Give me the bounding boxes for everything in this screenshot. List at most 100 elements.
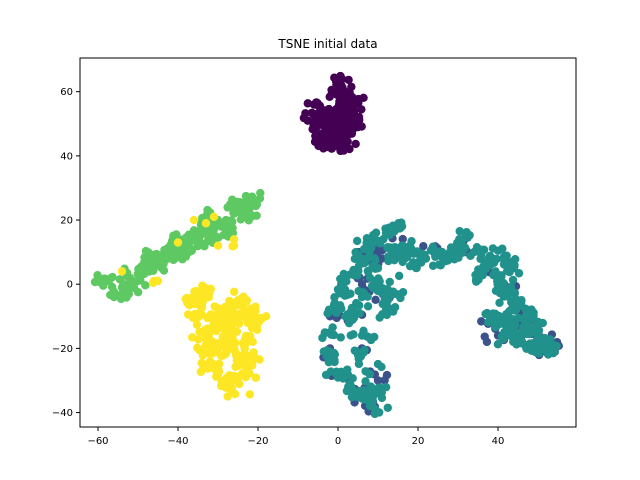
scatter-point bbox=[201, 228, 210, 237]
scatter-point bbox=[385, 277, 394, 287]
scatter-point bbox=[495, 298, 504, 308]
scatter-point bbox=[377, 393, 387, 403]
scatter-point bbox=[240, 339, 249, 348]
scatter-point bbox=[324, 104, 334, 114]
scatter-point bbox=[129, 280, 138, 289]
scatter-point bbox=[237, 310, 246, 319]
scatter-point bbox=[453, 245, 462, 255]
scatter-point bbox=[351, 347, 361, 356]
scatter-point bbox=[240, 349, 249, 358]
scatter-point bbox=[216, 381, 226, 391]
scatter-point bbox=[493, 280, 502, 289]
scatter-point bbox=[507, 298, 516, 307]
chart-title: TSNE initial data bbox=[277, 37, 377, 51]
scatter-point bbox=[394, 271, 404, 281]
scatter-point bbox=[351, 270, 360, 279]
scatter-point bbox=[508, 275, 518, 285]
scatter-point bbox=[93, 271, 102, 280]
scatter-point bbox=[354, 112, 364, 122]
scatter-point bbox=[330, 115, 339, 124]
scatter-point bbox=[250, 323, 260, 333]
scatter-point bbox=[407, 237, 416, 246]
scatter-point bbox=[193, 241, 202, 251]
scatter-point bbox=[347, 303, 357, 313]
scatter-point bbox=[183, 310, 193, 319]
scatter-point bbox=[223, 392, 232, 401]
scatter-point bbox=[540, 333, 549, 343]
scatter-point bbox=[548, 349, 558, 358]
scatter-point bbox=[321, 370, 331, 380]
scatter-point bbox=[396, 223, 405, 233]
scatter-point bbox=[509, 322, 519, 331]
scatter-point bbox=[204, 336, 213, 346]
scatter-point bbox=[510, 261, 519, 270]
scatter-point bbox=[330, 293, 339, 302]
scatter-point bbox=[230, 314, 239, 324]
scatter-point bbox=[185, 301, 194, 310]
scatter-point bbox=[234, 360, 243, 369]
scatter-point bbox=[354, 359, 364, 369]
y-tick-label-0: −40 bbox=[52, 408, 73, 419]
scatter-point bbox=[104, 276, 114, 286]
scatter-point bbox=[245, 390, 255, 399]
scatter-point bbox=[395, 243, 405, 253]
scatter-point bbox=[210, 317, 219, 326]
y-tick-label-4: 40 bbox=[60, 151, 73, 162]
scatter-point bbox=[359, 326, 368, 336]
scatter-point bbox=[256, 314, 266, 323]
scatter-point bbox=[516, 333, 525, 342]
scatter-point bbox=[141, 281, 150, 290]
scatter-point bbox=[336, 103, 345, 112]
y-axis: −40 −20 0 20 40 60 bbox=[52, 87, 80, 419]
scatter-point bbox=[148, 255, 158, 265]
scatter-point bbox=[225, 200, 235, 209]
scatter-point bbox=[148, 278, 158, 288]
scatter-point bbox=[455, 227, 464, 236]
x-tick-label-5: 40 bbox=[492, 436, 505, 447]
scatter-point bbox=[328, 323, 337, 332]
scatter-point bbox=[185, 243, 194, 252]
scatter-point bbox=[529, 312, 538, 321]
scatter-point bbox=[452, 238, 462, 248]
scatter-point bbox=[342, 113, 351, 122]
scatter-point bbox=[336, 274, 345, 284]
scatter-point bbox=[498, 244, 507, 253]
scatter-point bbox=[536, 346, 545, 356]
scatter-point bbox=[509, 337, 518, 346]
scatter-point bbox=[522, 329, 531, 339]
y-tick-label-1: −20 bbox=[52, 344, 73, 355]
scatter-point bbox=[363, 302, 373, 311]
scatter-point bbox=[246, 306, 255, 316]
scatter-point bbox=[417, 258, 426, 267]
scatter-point bbox=[405, 261, 415, 271]
scatter-point bbox=[229, 235, 239, 244]
scatter-point bbox=[482, 337, 492, 347]
scatter-point bbox=[361, 377, 370, 386]
scatter-point bbox=[370, 254, 379, 263]
scatter-point bbox=[514, 269, 524, 278]
scatter-point bbox=[189, 226, 199, 235]
scatter-point bbox=[230, 389, 240, 399]
scatter-point bbox=[344, 75, 353, 85]
scatter-point bbox=[357, 122, 366, 131]
scatter-points bbox=[90, 71, 563, 419]
scatter-point bbox=[334, 138, 343, 147]
scatter-point bbox=[225, 383, 235, 392]
scatter-point bbox=[373, 236, 383, 246]
scatter-point bbox=[533, 317, 543, 327]
scatter-point bbox=[368, 397, 377, 406]
scatter-point bbox=[352, 236, 362, 246]
scatter-point bbox=[419, 241, 428, 251]
scatter-point bbox=[505, 267, 514, 277]
scatter-point bbox=[386, 304, 395, 313]
scatter-point bbox=[357, 105, 366, 114]
scatter-point bbox=[482, 308, 492, 318]
scatter-point bbox=[337, 285, 346, 294]
scatter-point bbox=[329, 300, 339, 310]
scatter-point bbox=[204, 293, 213, 302]
scatter-point bbox=[228, 242, 237, 251]
scatter-point bbox=[347, 382, 356, 391]
scatter-point bbox=[256, 188, 265, 198]
x-tick-label-0: −60 bbox=[87, 436, 108, 447]
